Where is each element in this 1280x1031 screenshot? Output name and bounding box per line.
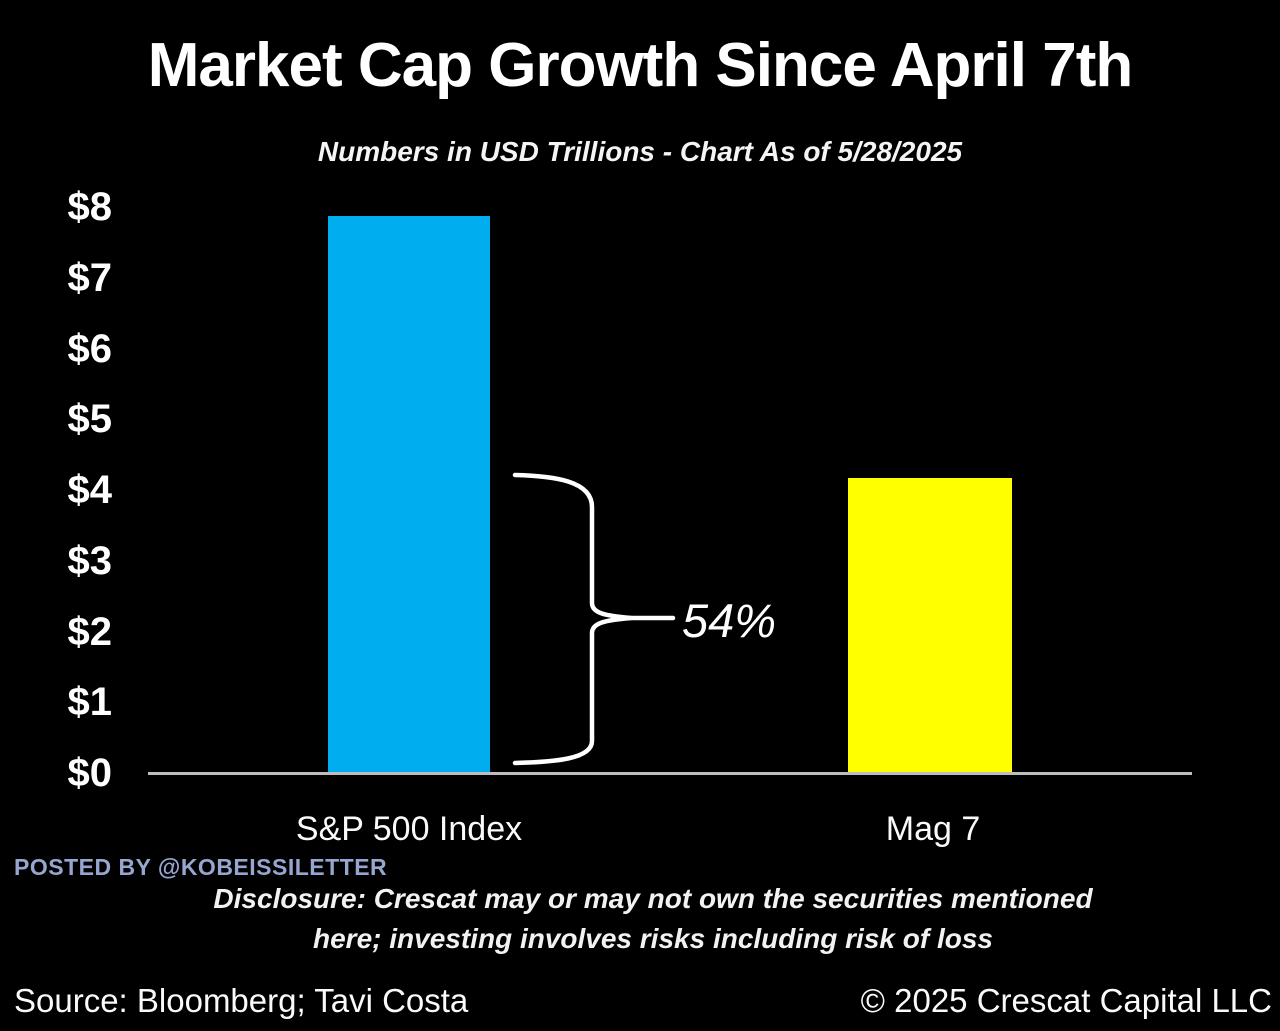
y-axis-tick-4: $4 [67,468,113,512]
posted-by-label: POSTED BY @KOBEISSILETTER [14,854,388,880]
growth-bracket [512,472,676,766]
y-axis-tick-1: $1 [67,680,113,724]
y-axis-tick-0: $0 [67,751,113,795]
source-label: Source: Bloomberg; Tavi Costa [14,982,469,1019]
y-axis-tick-8: $8 [67,185,113,229]
x-label-s-p-500-index: S&P 500 Index [295,810,523,848]
y-axis-tick-5: $5 [67,397,113,441]
bar-s-p-500-index [328,216,490,775]
x-axis-line [148,772,1192,775]
chart-title: Market Cap Growth Since April 7th [147,31,1133,100]
disclosure-line-2: here; investing involves risks including… [313,923,993,954]
disclosure-line-1: Disclosure: Crescat may or may not own t… [213,883,1093,914]
bar-mag-7 [848,478,1012,775]
growth-pct-label: 54% [682,594,777,647]
plot-area: 54% $8 $7 $6 $5 $4 $3 $2 $1 $0 S&P 500 Index Mag 7 [67,185,1192,848]
y-axis-tick-2: $2 [67,610,113,654]
y-axis-tick-6: $6 [67,327,113,371]
x-label-mag-7: Mag 7 [885,810,981,848]
chart-subtitle: Numbers in USD Trillions - Chart As of 5… [317,136,963,167]
y-axis-tick-7: $7 [67,256,113,300]
copyright-label: © 2025 Crescat Capital LLC [860,982,1272,1019]
y-axis-tick-3: $3 [67,539,113,583]
